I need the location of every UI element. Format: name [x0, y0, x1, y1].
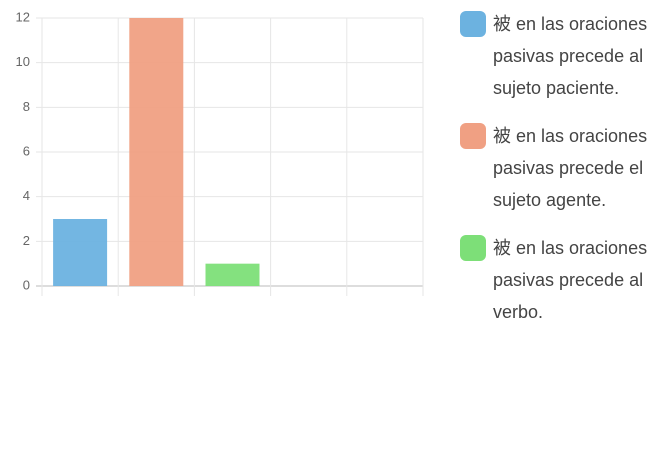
y-tick-label: 6 — [23, 143, 30, 158]
legend-swatch — [460, 235, 486, 261]
legend-label: 被 en las oraciones pasivas precede al su… — [493, 14, 648, 98]
chart: 0 2 4 6 8 10 12 — [16, 9, 424, 296]
bar — [129, 18, 184, 286]
legend-swatch — [460, 123, 486, 149]
y-tick-label: 0 — [23, 277, 30, 292]
legend-item[interactable]: 被 en las oraciones pasivas precede al su… — [460, 8, 665, 104]
bar — [205, 263, 260, 286]
y-tick-label: 12 — [16, 9, 30, 24]
y-tick-label: 4 — [23, 188, 30, 203]
legend-swatch — [460, 11, 486, 37]
legend-label: 被 en las oraciones pasivas precede al ve… — [493, 238, 648, 322]
legend-label: 被 en las oraciones pasivas precede el su… — [493, 126, 648, 210]
y-tick-label: 10 — [16, 54, 30, 69]
legend: 被 en las oraciones pasivas precede al su… — [460, 8, 665, 344]
legend-item[interactable]: 被 en las oraciones pasivas precede el su… — [460, 120, 665, 216]
y-tick-label: 2 — [23, 233, 30, 248]
bar — [53, 219, 108, 286]
legend-item[interactable]: 被 en las oraciones pasivas precede al ve… — [460, 232, 665, 328]
y-tick-label: 8 — [23, 99, 30, 114]
